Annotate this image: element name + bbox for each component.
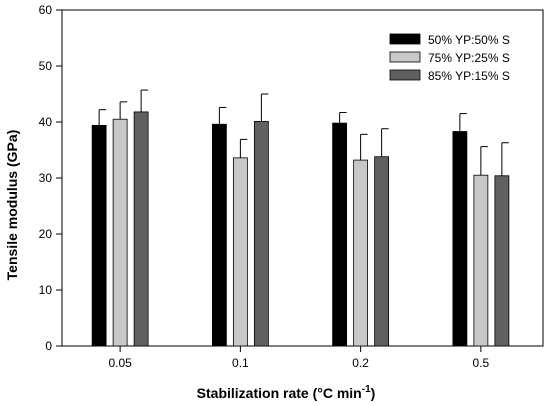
y-tick-label-40: 40 xyxy=(39,115,53,129)
legend-swatch-2 xyxy=(389,69,421,81)
x-tick-label-0: 0.05 xyxy=(108,356,132,370)
x-tick-label-2: 0.2 xyxy=(352,356,369,370)
x-axis-title-suffix: ) xyxy=(371,385,376,401)
legend: 50% YP:50% S 75% YP:25% S 85% YP:15% S xyxy=(389,33,510,83)
y-tick-label-50: 50 xyxy=(39,59,53,73)
bar-0-2 xyxy=(332,122,348,347)
legend-label-1: 75% YP:25% S xyxy=(428,51,510,65)
bar-1-1 xyxy=(232,157,248,347)
y-tick-label-20: 20 xyxy=(39,227,53,241)
y-tick-label-60: 60 xyxy=(39,3,53,17)
bar-0-3 xyxy=(452,131,468,347)
bar-1-2 xyxy=(353,159,369,347)
bar-1-0 xyxy=(112,118,128,347)
legend-label-0: 50% YP:50% S xyxy=(428,33,510,47)
y-axis: 0 10 20 30 40 50 60 xyxy=(39,3,62,353)
bar-0-0 xyxy=(91,124,107,347)
y-axis-title: Tensile modulus (GPa) xyxy=(4,130,20,281)
x-axis-title-main: Stabilization rate (°C min xyxy=(197,385,362,401)
y-tick-label-30: 30 xyxy=(39,171,53,185)
x-axis: 0.05 0.1 0.2 0.5 xyxy=(108,346,490,370)
bar-2-3 xyxy=(494,175,510,347)
bar-2-2 xyxy=(374,156,390,347)
legend-label-2: 85% YP:15% S xyxy=(428,69,510,83)
x-axis-title-superscript: -1 xyxy=(362,384,371,395)
y-tick-label-10: 10 xyxy=(39,283,53,297)
x-axis-title: Stabilization rate (°C min-1) xyxy=(197,384,376,401)
bar-0-1 xyxy=(211,123,227,347)
x-tick-label-1: 0.1 xyxy=(232,356,249,370)
bar-2-1 xyxy=(253,121,269,347)
legend-swatch-1 xyxy=(389,51,421,63)
legend-swatch-0 xyxy=(389,33,421,45)
plot-area xyxy=(61,9,544,347)
y-tick-label-0: 0 xyxy=(45,339,52,353)
bar-2-0 xyxy=(133,111,149,347)
bar-1-3 xyxy=(473,174,489,347)
x-tick-label-3: 0.5 xyxy=(473,356,490,370)
